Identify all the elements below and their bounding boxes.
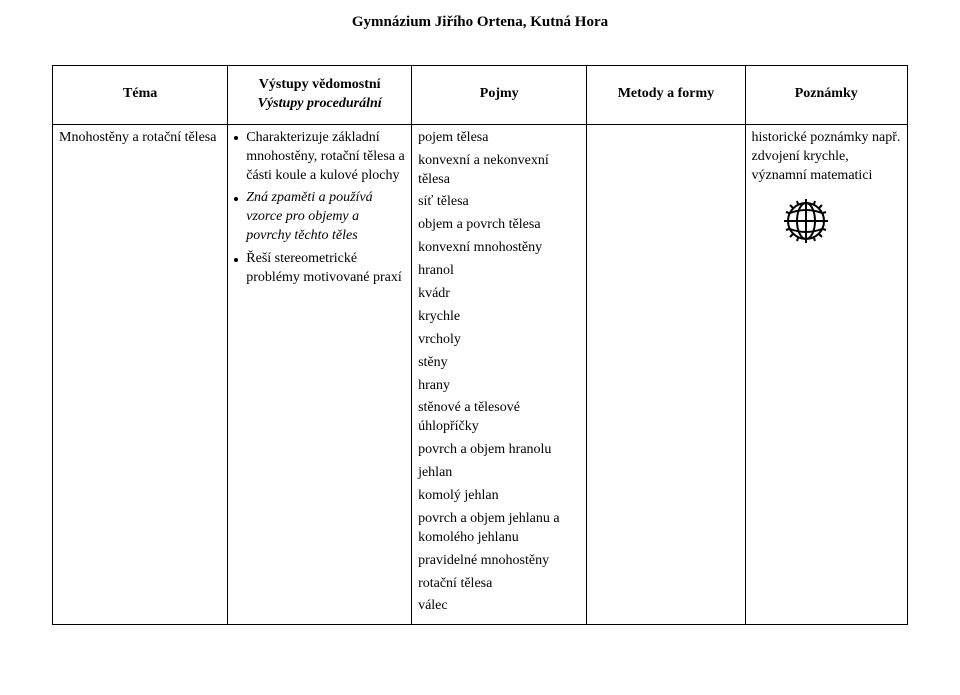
pojem-item: stěnové a tělesové úhlopříčky bbox=[418, 399, 580, 437]
pojem-item: krychle bbox=[418, 308, 580, 327]
cell-poznamky: historické poznámky např. zdvojení krych… bbox=[745, 124, 907, 625]
page-title: Gymnázium Jiřího Ortena, Kutná Hora bbox=[52, 14, 908, 31]
cell-pojmy: pojem tělesa konvexní a nekonvexní těles… bbox=[412, 124, 587, 625]
globe-icon bbox=[780, 195, 901, 247]
th-tema: Téma bbox=[53, 66, 228, 125]
pojem-item: pravidelné mnohostěny bbox=[418, 552, 580, 571]
pojem-item: stěny bbox=[418, 354, 580, 373]
pojem-item: kvádr bbox=[418, 285, 580, 304]
pojem-item: jehlan bbox=[418, 464, 580, 483]
table-row: Mnohostěny a rotační tělesa Charakterizu… bbox=[53, 124, 908, 625]
pojem-item: vrcholy bbox=[418, 331, 580, 350]
pojem-item: povrch a objem jehlanu a komolého jehlan… bbox=[418, 510, 580, 548]
pojem-item: síť tělesa bbox=[418, 193, 580, 212]
pojem-item: pojem tělesa bbox=[418, 129, 580, 148]
th-vystupy: Výstupy vědomostní Výstupy procedurální bbox=[228, 66, 412, 125]
cell-metody bbox=[587, 124, 745, 625]
curriculum-table: Téma Výstupy vědomostní Výstupy procedur… bbox=[52, 65, 908, 625]
pojem-item: konvexní mnohostěny bbox=[418, 239, 580, 258]
th-vystupy-line2: Výstupy procedurální bbox=[232, 95, 407, 114]
pojem-item: hranol bbox=[418, 262, 580, 281]
pojem-item: komolý jehlan bbox=[418, 487, 580, 506]
pojem-item: objem a povrch tělesa bbox=[418, 216, 580, 235]
poznamky-text: historické poznámky např. zdvojení krych… bbox=[752, 129, 901, 186]
vystup-item: Řeší stereometrické problémy motivované … bbox=[234, 250, 405, 288]
vystup-item: Charakterizuje základní mnohostěny, rota… bbox=[234, 129, 405, 186]
th-pojmy: Pojmy bbox=[412, 66, 587, 125]
pojem-item: konvexní a nekonvexní tělesa bbox=[418, 152, 580, 190]
th-vystupy-line1: Výstupy vědomostní bbox=[232, 76, 407, 95]
pojem-item: hrany bbox=[418, 377, 580, 396]
cell-vystupy: Charakterizuje základní mnohostěny, rota… bbox=[228, 124, 412, 625]
th-metody: Metody a formy bbox=[587, 66, 745, 125]
cell-tema: Mnohostěny a rotační tělesa bbox=[53, 124, 228, 625]
th-poznamky: Poznámky bbox=[745, 66, 907, 125]
pojem-item: rotační tělesa bbox=[418, 575, 580, 594]
table-header-row: Téma Výstupy vědomostní Výstupy procedur… bbox=[53, 66, 908, 125]
pojem-item: válec bbox=[418, 597, 580, 616]
vystup-item: Zná zpaměti a používá vzorce pro objemy … bbox=[234, 189, 405, 246]
pojem-item: povrch a objem hranolu bbox=[418, 441, 580, 460]
